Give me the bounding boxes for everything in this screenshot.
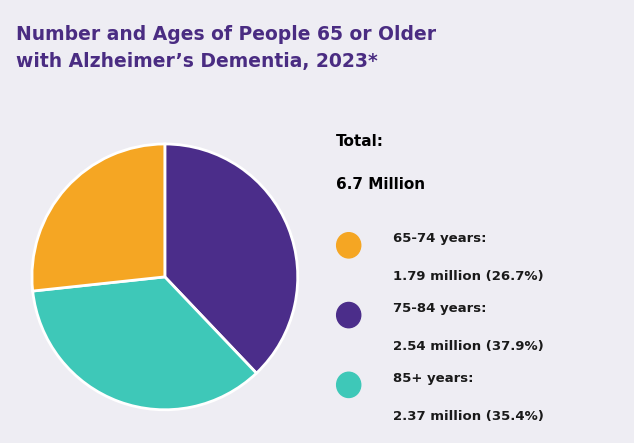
- Text: 1.79 million (26.7%): 1.79 million (26.7%): [393, 270, 544, 283]
- Circle shape: [337, 372, 361, 397]
- Text: 6.7 Million: 6.7 Million: [336, 177, 425, 192]
- Circle shape: [337, 303, 361, 328]
- Text: 2.37 million (35.4%): 2.37 million (35.4%): [393, 410, 544, 423]
- Text: 2.54 million (37.9%): 2.54 million (37.9%): [393, 340, 544, 353]
- Text: Total:: Total:: [336, 134, 384, 149]
- Wedge shape: [165, 144, 298, 373]
- Text: 65-74 years:: 65-74 years:: [393, 232, 486, 245]
- Circle shape: [337, 233, 361, 258]
- Text: Number and Ages of People 65 or Older
with Alzheimer’s Dementia, 2023*: Number and Ages of People 65 or Older wi…: [16, 25, 436, 71]
- Wedge shape: [32, 144, 165, 291]
- Text: 85+ years:: 85+ years:: [393, 372, 474, 385]
- Wedge shape: [33, 277, 256, 410]
- Text: 75-84 years:: 75-84 years:: [393, 302, 486, 315]
